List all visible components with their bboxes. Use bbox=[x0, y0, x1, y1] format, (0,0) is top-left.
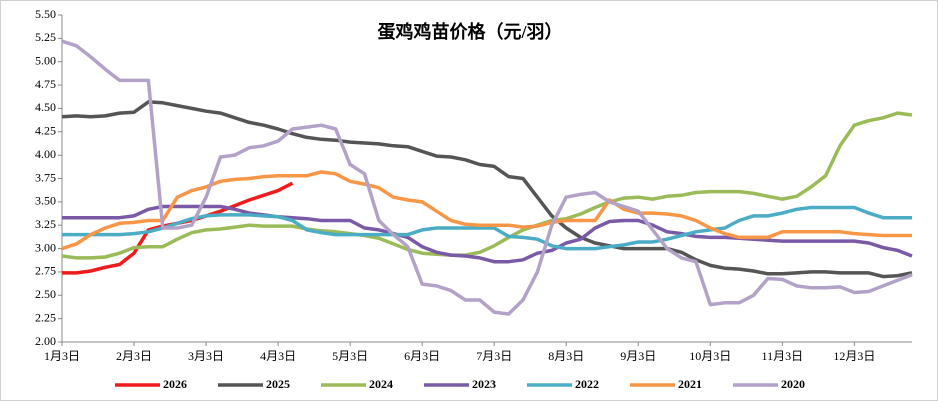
series-line bbox=[62, 205, 912, 251]
legend-label: 2021 bbox=[678, 377, 702, 391]
x-tick-label: 10月3日 bbox=[689, 349, 731, 363]
legend-label: 2026 bbox=[163, 377, 187, 391]
x-tick-label: 8月3日 bbox=[548, 349, 584, 363]
y-tick-label: 2.25 bbox=[35, 310, 56, 324]
y-tick-label: 4.25 bbox=[35, 124, 56, 138]
x-tick-label: 11月3日 bbox=[762, 349, 804, 363]
series-line bbox=[61, 170, 912, 251]
series-line bbox=[61, 111, 913, 260]
y-tick-label: 5.25 bbox=[35, 30, 56, 44]
legend-label: 2022 bbox=[575, 377, 599, 391]
x-tick-label: 3月3日 bbox=[188, 349, 224, 363]
chart-title: 蛋鸡鸡苗价格（元/羽） bbox=[378, 21, 563, 42]
y-tick-label: 4.00 bbox=[35, 147, 56, 161]
x-tick-label: 7月3日 bbox=[476, 349, 512, 363]
legend-label: 2023 bbox=[472, 377, 496, 391]
x-tick-label: 12月3日 bbox=[833, 349, 875, 363]
x-tick-label: 6月3日 bbox=[404, 349, 440, 363]
series-line bbox=[61, 39, 913, 316]
x-tick-label: 1月3日 bbox=[44, 349, 80, 363]
y-tick-label: 5.00 bbox=[35, 53, 56, 67]
series-line bbox=[62, 204, 913, 264]
y-tick-label: 4.50 bbox=[35, 100, 56, 114]
legend-label: 2025 bbox=[266, 377, 290, 391]
legend-label: 2024 bbox=[369, 377, 393, 391]
y-tick-label: 3.50 bbox=[35, 194, 56, 208]
series-line bbox=[61, 100, 913, 279]
y-tick-label: 2.75 bbox=[35, 264, 56, 278]
y-tick-label: 3.00 bbox=[35, 240, 56, 254]
x-tick-label: 4月3日 bbox=[260, 349, 296, 363]
x-tick-label: 9月3日 bbox=[620, 349, 656, 363]
y-tick-label: 4.75 bbox=[35, 77, 56, 91]
y-tick-label: 3.75 bbox=[35, 170, 56, 184]
legend-label: 2020 bbox=[781, 377, 805, 391]
y-tick-label: 2.50 bbox=[35, 287, 56, 301]
x-tick-label: 5月3日 bbox=[332, 349, 368, 363]
y-tick-label: 2.00 bbox=[35, 334, 56, 348]
y-tick-label: 5.50 bbox=[35, 7, 56, 21]
y-tick-label: 3.25 bbox=[35, 217, 56, 231]
x-tick-label: 2月3日 bbox=[116, 349, 152, 363]
